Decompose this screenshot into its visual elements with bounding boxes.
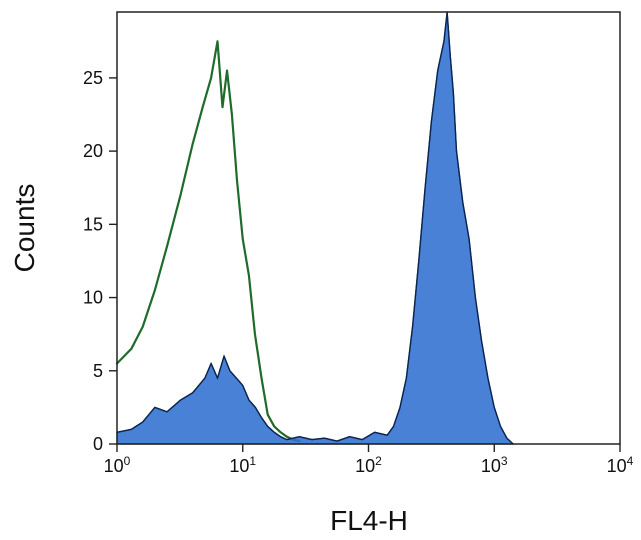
plot-area: [117, 12, 620, 444]
x-tick-label-4: 104: [607, 454, 634, 476]
series-1-line: [115, 40, 301, 443]
y-tick-label-3: 15: [83, 214, 103, 234]
x-tick-label-0: 100: [104, 454, 131, 476]
series-layer: [115, 11, 515, 445]
y-tick-label-0: 0: [93, 434, 103, 454]
x-axis-label: FL4-H: [330, 505, 408, 536]
y-axis-label: Counts: [9, 184, 40, 273]
y-tick-label-2: 10: [83, 288, 103, 308]
x-tick-label-2: 102: [355, 454, 382, 476]
y-tick-label-4: 20: [83, 141, 103, 161]
series-2-outline: [116, 11, 514, 445]
y-tick-label-1: 5: [93, 361, 103, 381]
x-axis: 100 101 102 103 104: [104, 444, 634, 476]
x-tick-label-1: 101: [229, 454, 256, 476]
y-axis: 0 5 10 15 20 25: [83, 68, 117, 454]
x-tick-label-3: 103: [481, 454, 508, 476]
y-tick-label-5: 25: [83, 68, 103, 88]
